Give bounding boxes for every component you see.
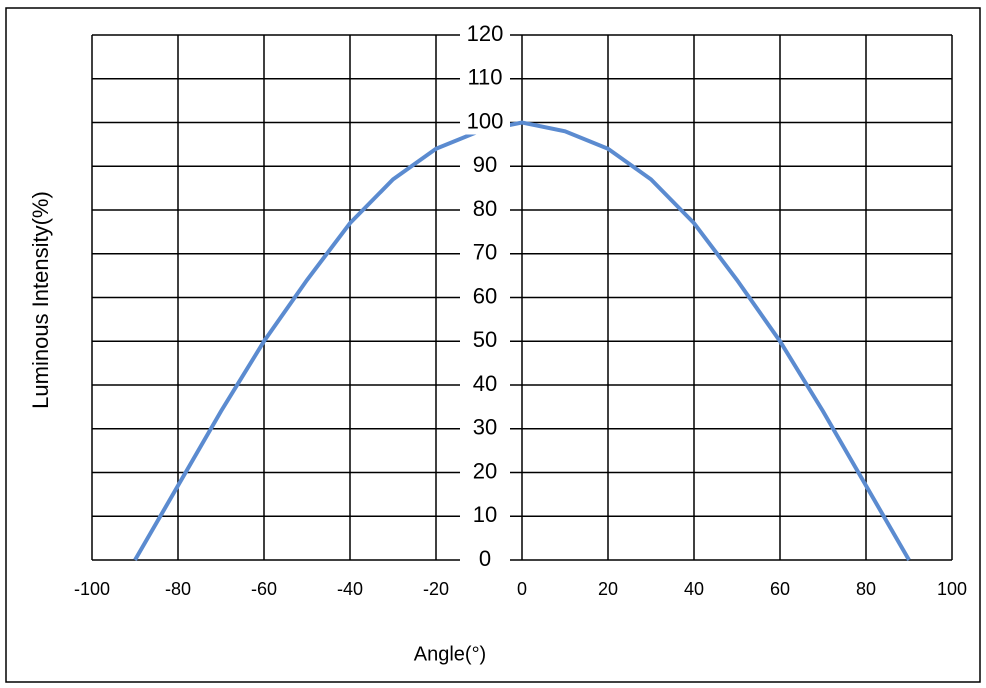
y-tick-label: 20: [473, 458, 497, 483]
tick-label-bg: [460, 110, 510, 135]
tick-label-bg: [460, 198, 510, 222]
x-tick-label: -60: [251, 579, 277, 599]
x-tick-label: 0: [517, 579, 527, 599]
y-tick-label: 110: [467, 65, 502, 90]
y-axis-label: Luminous Intensity(%): [28, 191, 53, 409]
y-tick-label: 0: [479, 546, 491, 571]
y-tick-label: 30: [473, 415, 497, 440]
tick-label-bg: [460, 373, 510, 397]
y-tick-label: 100: [467, 108, 504, 133]
y-tick-label: 50: [473, 327, 497, 352]
line-series: [133, 120, 911, 562]
y-tick-label: 60: [473, 283, 497, 308]
x-axis-label: Angle(°): [414, 643, 486, 665]
tick-label-bg: [460, 548, 510, 572]
x-tick-label: -40: [337, 579, 363, 599]
y-tick-label: 40: [473, 371, 497, 396]
tick-label-bg: [460, 66, 510, 91]
tick-label-bg: [460, 241, 510, 266]
x-tick-label: 40: [684, 579, 704, 599]
y-tick-label: 120: [467, 21, 504, 46]
x-tick-label: 80: [856, 579, 876, 599]
tick-label-bg: [460, 23, 510, 47]
y-tick-label: 10: [473, 502, 497, 527]
tick-label-bg: [460, 154, 510, 179]
x-tick-label: -20: [423, 579, 449, 599]
tick-label-bg: [460, 329, 510, 354]
x-tick-label: 100: [937, 579, 967, 599]
tick-label-bg: [460, 416, 510, 441]
x-tick-label: 60: [770, 579, 790, 599]
x-tick-label: -100: [74, 579, 110, 599]
tick-label-bg: [460, 285, 510, 310]
tick-label-bg: [460, 504, 510, 529]
x-tick-label: 20: [598, 579, 618, 599]
tick-label-bg: [460, 460, 510, 485]
y-tick-label: 70: [473, 240, 497, 265]
y-tick-label: 90: [473, 152, 497, 177]
y-tick-label: 80: [473, 196, 497, 221]
x-tick-label: -80: [165, 579, 191, 599]
